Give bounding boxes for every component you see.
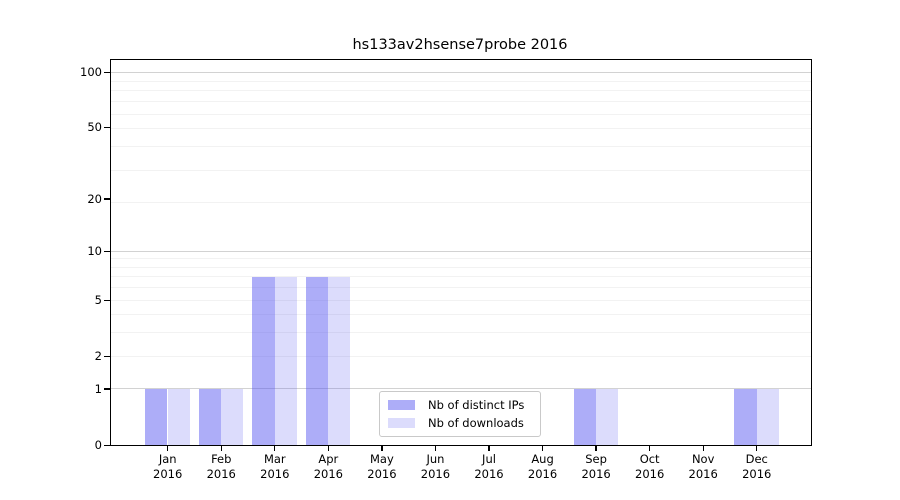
x-tick-mark [648, 445, 651, 452]
x-tick-label: Dec 2016 [742, 452, 772, 481]
y-tick-mark [104, 444, 110, 446]
legend-label-downloads: Nb of downloads [428, 415, 524, 430]
legend-row-distinct-ips: Nb of distinct IPs [388, 397, 532, 412]
gridline-minor [111, 287, 811, 289]
gridline-major [111, 71, 811, 73]
y-tick-label: 2 [94, 349, 102, 364]
gridline-minor [111, 266, 811, 268]
gridline-minor [111, 332, 811, 334]
bar-distinct-ips [145, 388, 168, 445]
gridline-minor [111, 80, 811, 82]
x-tick-mark [756, 445, 758, 452]
gridline-minor [111, 202, 811, 204]
x-tick-label: Mar 2016 [260, 452, 290, 481]
gridline-minor [111, 258, 811, 260]
x-tick-label: Sep 2016 [581, 452, 611, 481]
y-tick-mark [104, 126, 110, 129]
bar-distinct-ips [252, 276, 275, 445]
x-tick-label: Apr 2016 [313, 452, 343, 481]
y-tick-label: 50 [87, 120, 102, 135]
gridline-minor [111, 169, 811, 171]
gridline-minor [111, 128, 811, 130]
y-tick-mark [104, 71, 110, 73]
x-tick-mark [595, 445, 597, 452]
x-tick-mark [327, 445, 330, 452]
gridline-minor [111, 113, 811, 115]
x-tick-label: Feb 2016 [206, 452, 236, 481]
legend-row-downloads: Nb of downloads [388, 415, 532, 430]
gridline-minor [111, 355, 811, 357]
y-tick-label: 100 [80, 65, 102, 80]
x-tick-label: Oct 2016 [635, 452, 665, 481]
y-tick-label: 10 [87, 244, 102, 259]
bar-downloads [167, 388, 190, 445]
bar-downloads [595, 388, 619, 445]
bar-downloads [328, 276, 351, 445]
bar-distinct-ips [573, 388, 596, 445]
y-tick-label: 0 [94, 438, 102, 453]
y-tick-label: 1 [94, 382, 102, 397]
gridline-minor [111, 146, 811, 148]
legend-label-distinct-ips: Nb of distinct IPs [428, 397, 525, 412]
x-tick-mark [274, 445, 276, 452]
plot-area [110, 59, 812, 446]
x-tick-mark [220, 445, 222, 452]
legend: Nb of distinct IPs Nb of downloads [379, 391, 541, 437]
y-tick-mark [104, 355, 110, 358]
bar-downloads [756, 388, 779, 445]
bar-downloads [274, 276, 297, 445]
bar-distinct-ips [198, 388, 222, 445]
gridline-minor [111, 314, 811, 316]
legend-swatch-downloads-icon [388, 418, 415, 428]
x-tick-mark [702, 445, 704, 452]
gridline-minor [111, 299, 811, 301]
gridline-minor [111, 101, 811, 103]
bar-distinct-ips [305, 276, 329, 445]
y-tick-mark [104, 299, 110, 302]
y-tick-mark [104, 198, 110, 200]
x-tick-label: Nov 2016 [688, 452, 718, 481]
y-tick-label: 5 [94, 293, 102, 308]
bar-distinct-ips [734, 388, 757, 445]
x-tick-mark [488, 445, 490, 452]
gridline-major [111, 388, 811, 390]
y-tick-mark [104, 388, 110, 390]
gridline-major [111, 250, 811, 252]
x-tick-label: Jan 2016 [153, 452, 183, 481]
x-tick-label: Aug 2016 [527, 452, 558, 481]
y-tick-mark [104, 250, 110, 253]
x-tick-label: Jun 2016 [420, 452, 451, 481]
x-tick-mark [167, 445, 169, 452]
y-tick-label: 20 [87, 192, 102, 207]
x-tick-mark [381, 445, 383, 452]
x-tick-label: Jul 2016 [474, 452, 504, 481]
gridline-minor [111, 276, 811, 278]
legend-swatch-distinct-ips-icon [388, 400, 415, 410]
x-tick-label: May 2016 [367, 452, 397, 481]
x-tick-mark [434, 445, 437, 452]
chart-title: hs133av2hsense7probe 2016 [352, 37, 568, 53]
x-tick-mark [541, 445, 544, 452]
gridline-minor [111, 90, 811, 92]
bar-downloads [221, 388, 244, 445]
